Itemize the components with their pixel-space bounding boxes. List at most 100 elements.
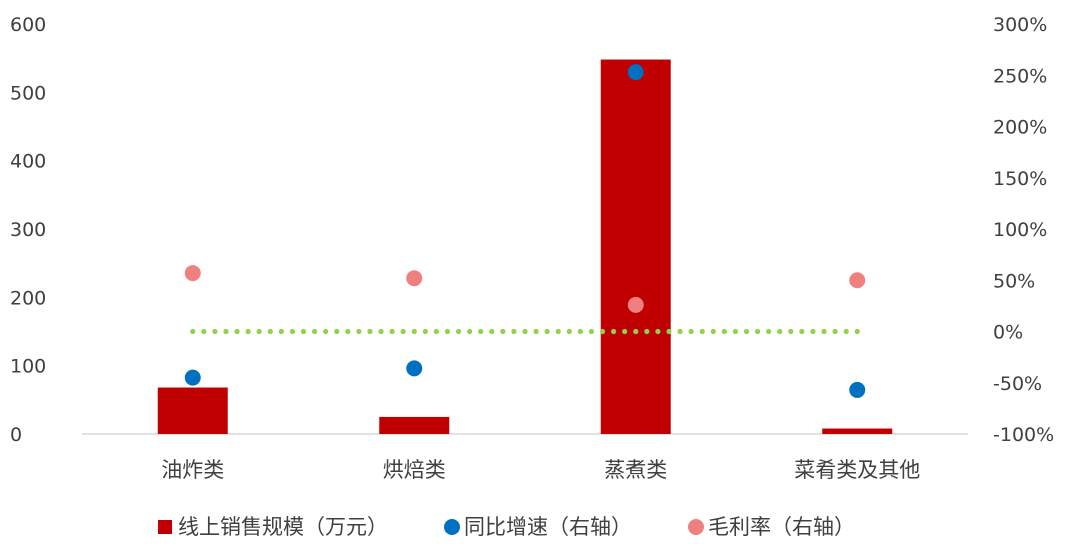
- reference-dot: [334, 328, 340, 335]
- right-tick-label: 200%: [993, 117, 1047, 139]
- reference-dot: [345, 328, 351, 335]
- category-label: 菜肴类及其他: [794, 458, 920, 482]
- reference-dot: [688, 328, 694, 335]
- left-tick-label: 0: [10, 424, 22, 446]
- left-axis: 0 100 200 300 400 500 600: [10, 14, 46, 446]
- legend: 线上销售规模（万元） 同比增速（右轴） 毛利率（右轴）: [158, 515, 855, 539]
- data-point: [627, 296, 644, 313]
- reference-dot: [522, 328, 528, 335]
- category-label: 油炸类: [161, 458, 224, 482]
- reference-dot: [821, 328, 827, 335]
- right-tick-label: 100%: [993, 219, 1047, 241]
- left-tick-label: 100: [10, 356, 46, 378]
- reference-dot: [721, 328, 727, 335]
- reference-dot: [367, 328, 373, 335]
- reference-dot: [500, 328, 506, 335]
- reference-dot: [323, 328, 329, 335]
- reference-dot: [356, 328, 362, 335]
- legend-swatch: [688, 519, 704, 535]
- reference-dot: [278, 328, 284, 335]
- reference-dot: [677, 328, 683, 335]
- left-tick-label: 400: [10, 151, 46, 173]
- reference-dot: [655, 328, 661, 335]
- reference-dot: [799, 328, 805, 335]
- reference-dot: [577, 328, 583, 335]
- reference-dot: [223, 328, 229, 335]
- reference-dot: [411, 328, 417, 335]
- reference-dot: [777, 328, 783, 335]
- left-tick-label: 500: [10, 82, 46, 104]
- left-tick-label: 200: [10, 287, 46, 309]
- reference-dot: [666, 328, 672, 335]
- left-tick-label: 300: [10, 219, 46, 241]
- right-tick-label: 0%: [993, 322, 1023, 344]
- reference-dot: [810, 328, 816, 335]
- bar: [379, 416, 450, 434]
- reference-dot: [190, 328, 196, 335]
- legend-label: 线上销售规模（万元）: [178, 515, 388, 539]
- reference-dot: [622, 328, 628, 335]
- reference-dot: [311, 328, 318, 335]
- reference-dot: [400, 328, 406, 335]
- category-label: 烘焙类: [383, 458, 446, 482]
- left-tick-label: 600: [10, 14, 46, 36]
- reference-dot: [467, 328, 473, 335]
- data-point: [849, 381, 866, 398]
- reference-dot: [544, 328, 550, 335]
- legend-label: 同比增速（右轴）: [464, 515, 632, 539]
- bar: [600, 59, 671, 435]
- legend-swatch: [158, 520, 172, 534]
- reference-dot: [599, 328, 606, 335]
- data-point: [849, 272, 866, 289]
- reference-dot: [256, 328, 262, 335]
- reference-dot: [710, 328, 716, 335]
- right-tick-label: 300%: [993, 14, 1047, 36]
- reference-dot: [754, 328, 761, 335]
- reference-dot: [234, 328, 240, 335]
- reference-dot: [201, 328, 207, 335]
- right-tick-label: -100%: [993, 424, 1054, 446]
- reference-dot: [455, 328, 462, 335]
- legend-label: 毛利率（右轴）: [708, 515, 855, 539]
- reference-dot: [588, 328, 595, 335]
- bar: [157, 387, 228, 434]
- reference-dot: [478, 328, 484, 335]
- reference-dot: [245, 328, 251, 335]
- reference-dot: [854, 328, 860, 335]
- reference-dot: [422, 328, 428, 335]
- data-point: [406, 360, 423, 377]
- data-point: [184, 265, 201, 282]
- reference-dot: [489, 328, 495, 335]
- zero-reference-line: [190, 328, 860, 335]
- right-tick-label: -50%: [993, 373, 1042, 395]
- reference-dot: [611, 328, 617, 335]
- x-axis-categories: 油炸类 烘焙类 蒸煮类 菜肴类及其他: [161, 458, 920, 482]
- right-tick-label: 50%: [993, 270, 1035, 292]
- reference-dot: [433, 328, 439, 335]
- reference-dot: [732, 328, 739, 335]
- right-tick-label: 150%: [993, 168, 1047, 190]
- legend-swatch: [444, 519, 460, 535]
- reference-dot: [511, 328, 517, 335]
- reference-dot: [832, 328, 838, 335]
- scatter-series: [184, 64, 866, 398]
- reference-dot: [555, 328, 561, 335]
- reference-dot: [212, 328, 218, 335]
- reference-dot: [699, 328, 705, 335]
- reference-dot: [788, 328, 794, 335]
- reference-dot: [633, 328, 639, 335]
- bar-series: [157, 59, 893, 435]
- reference-dot: [389, 328, 395, 335]
- bar: [822, 428, 893, 434]
- reference-dot: [533, 328, 539, 335]
- reference-dot: [644, 328, 650, 335]
- reference-dot: [267, 328, 273, 335]
- reference-dot: [300, 328, 307, 335]
- data-point: [184, 369, 201, 386]
- reference-dot: [289, 328, 296, 335]
- right-tick-label: 250%: [993, 65, 1047, 87]
- reference-dot: [444, 328, 451, 335]
- reference-dot: [766, 328, 772, 335]
